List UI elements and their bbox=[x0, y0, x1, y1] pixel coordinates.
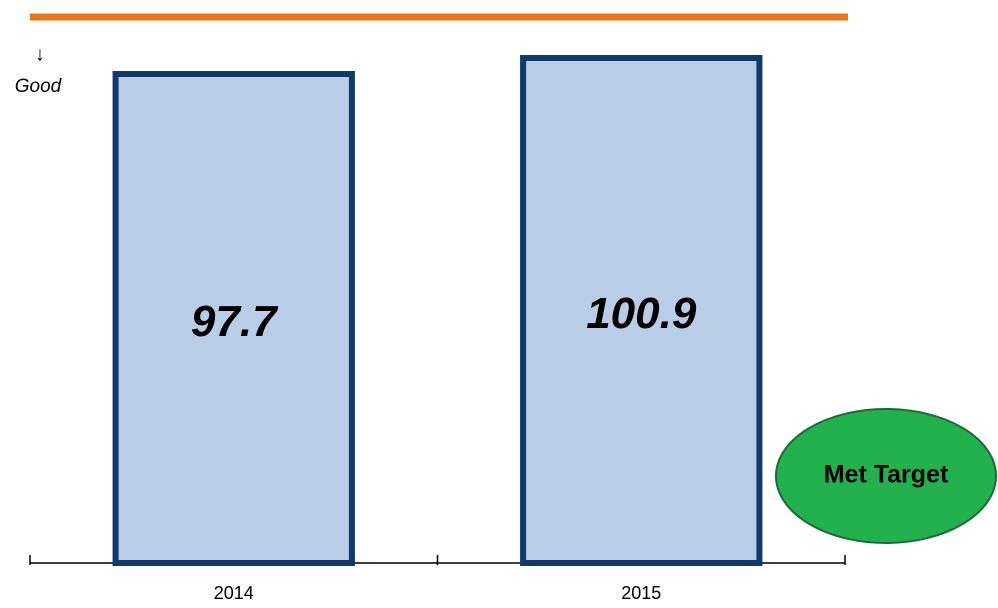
bar bbox=[520, 55, 763, 566]
x-tick-label: 2014 bbox=[214, 583, 254, 603]
annotation-arrow: ↓ bbox=[35, 43, 45, 65]
annotation: Good bbox=[15, 76, 63, 97]
badge-label: Met Target bbox=[824, 461, 949, 489]
value-label: 100.9 bbox=[586, 289, 697, 338]
value-label: 97.7 bbox=[191, 297, 279, 346]
x-tick-label: 2015 bbox=[621, 583, 661, 603]
badge bbox=[775, 408, 997, 544]
bar bbox=[112, 71, 355, 566]
